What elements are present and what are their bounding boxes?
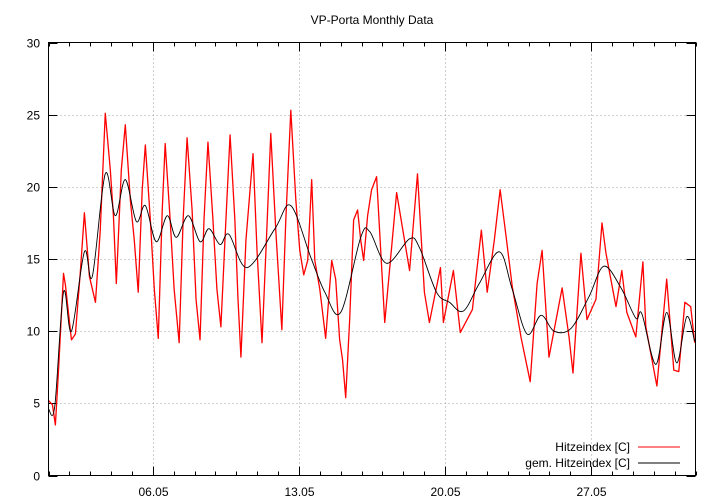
- y-tick-label: 25: [27, 109, 41, 123]
- axis-ticks: 0 5 10 15 20 25 30 06.05 13.05 20.05 27.05: [27, 37, 697, 499]
- x-tick-label: 13.05: [284, 485, 314, 499]
- x-tick-label: 27.05: [576, 485, 606, 499]
- series-line-hitzeindex: [48, 109, 696, 426]
- y-tick-label: 10: [27, 325, 41, 339]
- series-line-gem-hitzeindex: [48, 172, 696, 417]
- series-layer: [48, 109, 696, 426]
- legend-label-hitzeindex: Hitzeindex [C]: [555, 440, 630, 454]
- chart-title: VP-Porta Monthly Data: [311, 13, 434, 27]
- y-tick-label: 15: [27, 253, 41, 267]
- y-tick-label: 20: [27, 181, 41, 195]
- y-tick-label: 30: [27, 37, 41, 51]
- grid: [48, 42, 696, 476]
- x-tick-label: 06.05: [138, 485, 168, 499]
- y-tick-label: 5: [33, 397, 40, 411]
- plot-border: [48, 42, 696, 476]
- x-tick-label: 20.05: [430, 485, 460, 499]
- legend-label-gem-hitzeindex: gem. Hitzeindex [C]: [525, 456, 630, 470]
- y-tick-label: 0: [33, 470, 40, 484]
- legend: Hitzeindex [C] gem. Hitzeindex [C]: [525, 440, 680, 470]
